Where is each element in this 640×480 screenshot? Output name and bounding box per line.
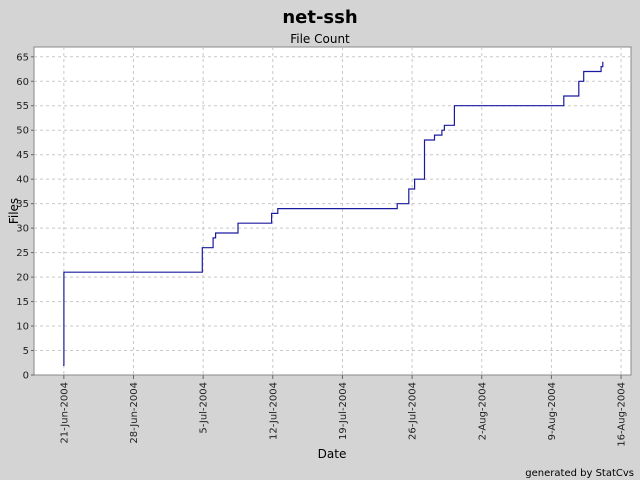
y-tick-label: 0 xyxy=(23,371,29,382)
x-tick-label: 16-Aug-2004 xyxy=(617,382,628,447)
y-tick-label: 10 xyxy=(16,322,29,333)
x-tick-label: 26-Jul-2004 xyxy=(408,382,419,440)
chart-title: net-ssh xyxy=(282,7,357,28)
y-tick-label: 25 xyxy=(16,248,29,259)
series-group xyxy=(63,61,604,366)
y-tick-label: 30 xyxy=(16,224,29,235)
x-axis-title: Date xyxy=(318,447,347,461)
grid xyxy=(34,47,631,375)
x-tick-label: 21-Jun-2004 xyxy=(59,382,70,444)
x-tick-label: 9-Aug-2004 xyxy=(547,382,558,440)
chart-subtitle: File Count xyxy=(290,32,350,46)
x-tick-label: 12-Jul-2004 xyxy=(268,382,279,440)
y-tick-label: 40 xyxy=(16,175,29,186)
x-tick-label: 2-Aug-2004 xyxy=(477,382,488,440)
y-tick-label: 5 xyxy=(23,346,29,357)
x-axis: 21-Jun-2004 28-Jun-2004 5-Jul-2004 12-Jul-2… xyxy=(59,375,628,447)
y-axis-title: Files xyxy=(7,198,21,224)
x-tick-label: 19-Jul-2004 xyxy=(338,382,349,440)
file-count-series-line xyxy=(63,61,604,366)
y-tick-label: 50 xyxy=(16,126,29,137)
x-tick-label: 5-Jul-2004 xyxy=(199,382,210,434)
y-axis: 0 5 10 15 20 25 30 35 40 45 50 55 60 65 xyxy=(16,52,34,382)
footer-credit: generated by StatCvs xyxy=(525,468,634,479)
y-tick-label: 45 xyxy=(16,150,29,161)
y-tick-label: 20 xyxy=(16,273,29,284)
x-tick-label: 28-Jun-2004 xyxy=(129,382,140,444)
plot-area xyxy=(33,46,632,376)
y-tick-label: 15 xyxy=(16,297,29,308)
y-tick-label: 35 xyxy=(16,199,29,210)
y-tick-label: 60 xyxy=(16,77,29,88)
y-tick-label: 55 xyxy=(16,101,29,112)
y-tick-label: 65 xyxy=(16,52,29,63)
